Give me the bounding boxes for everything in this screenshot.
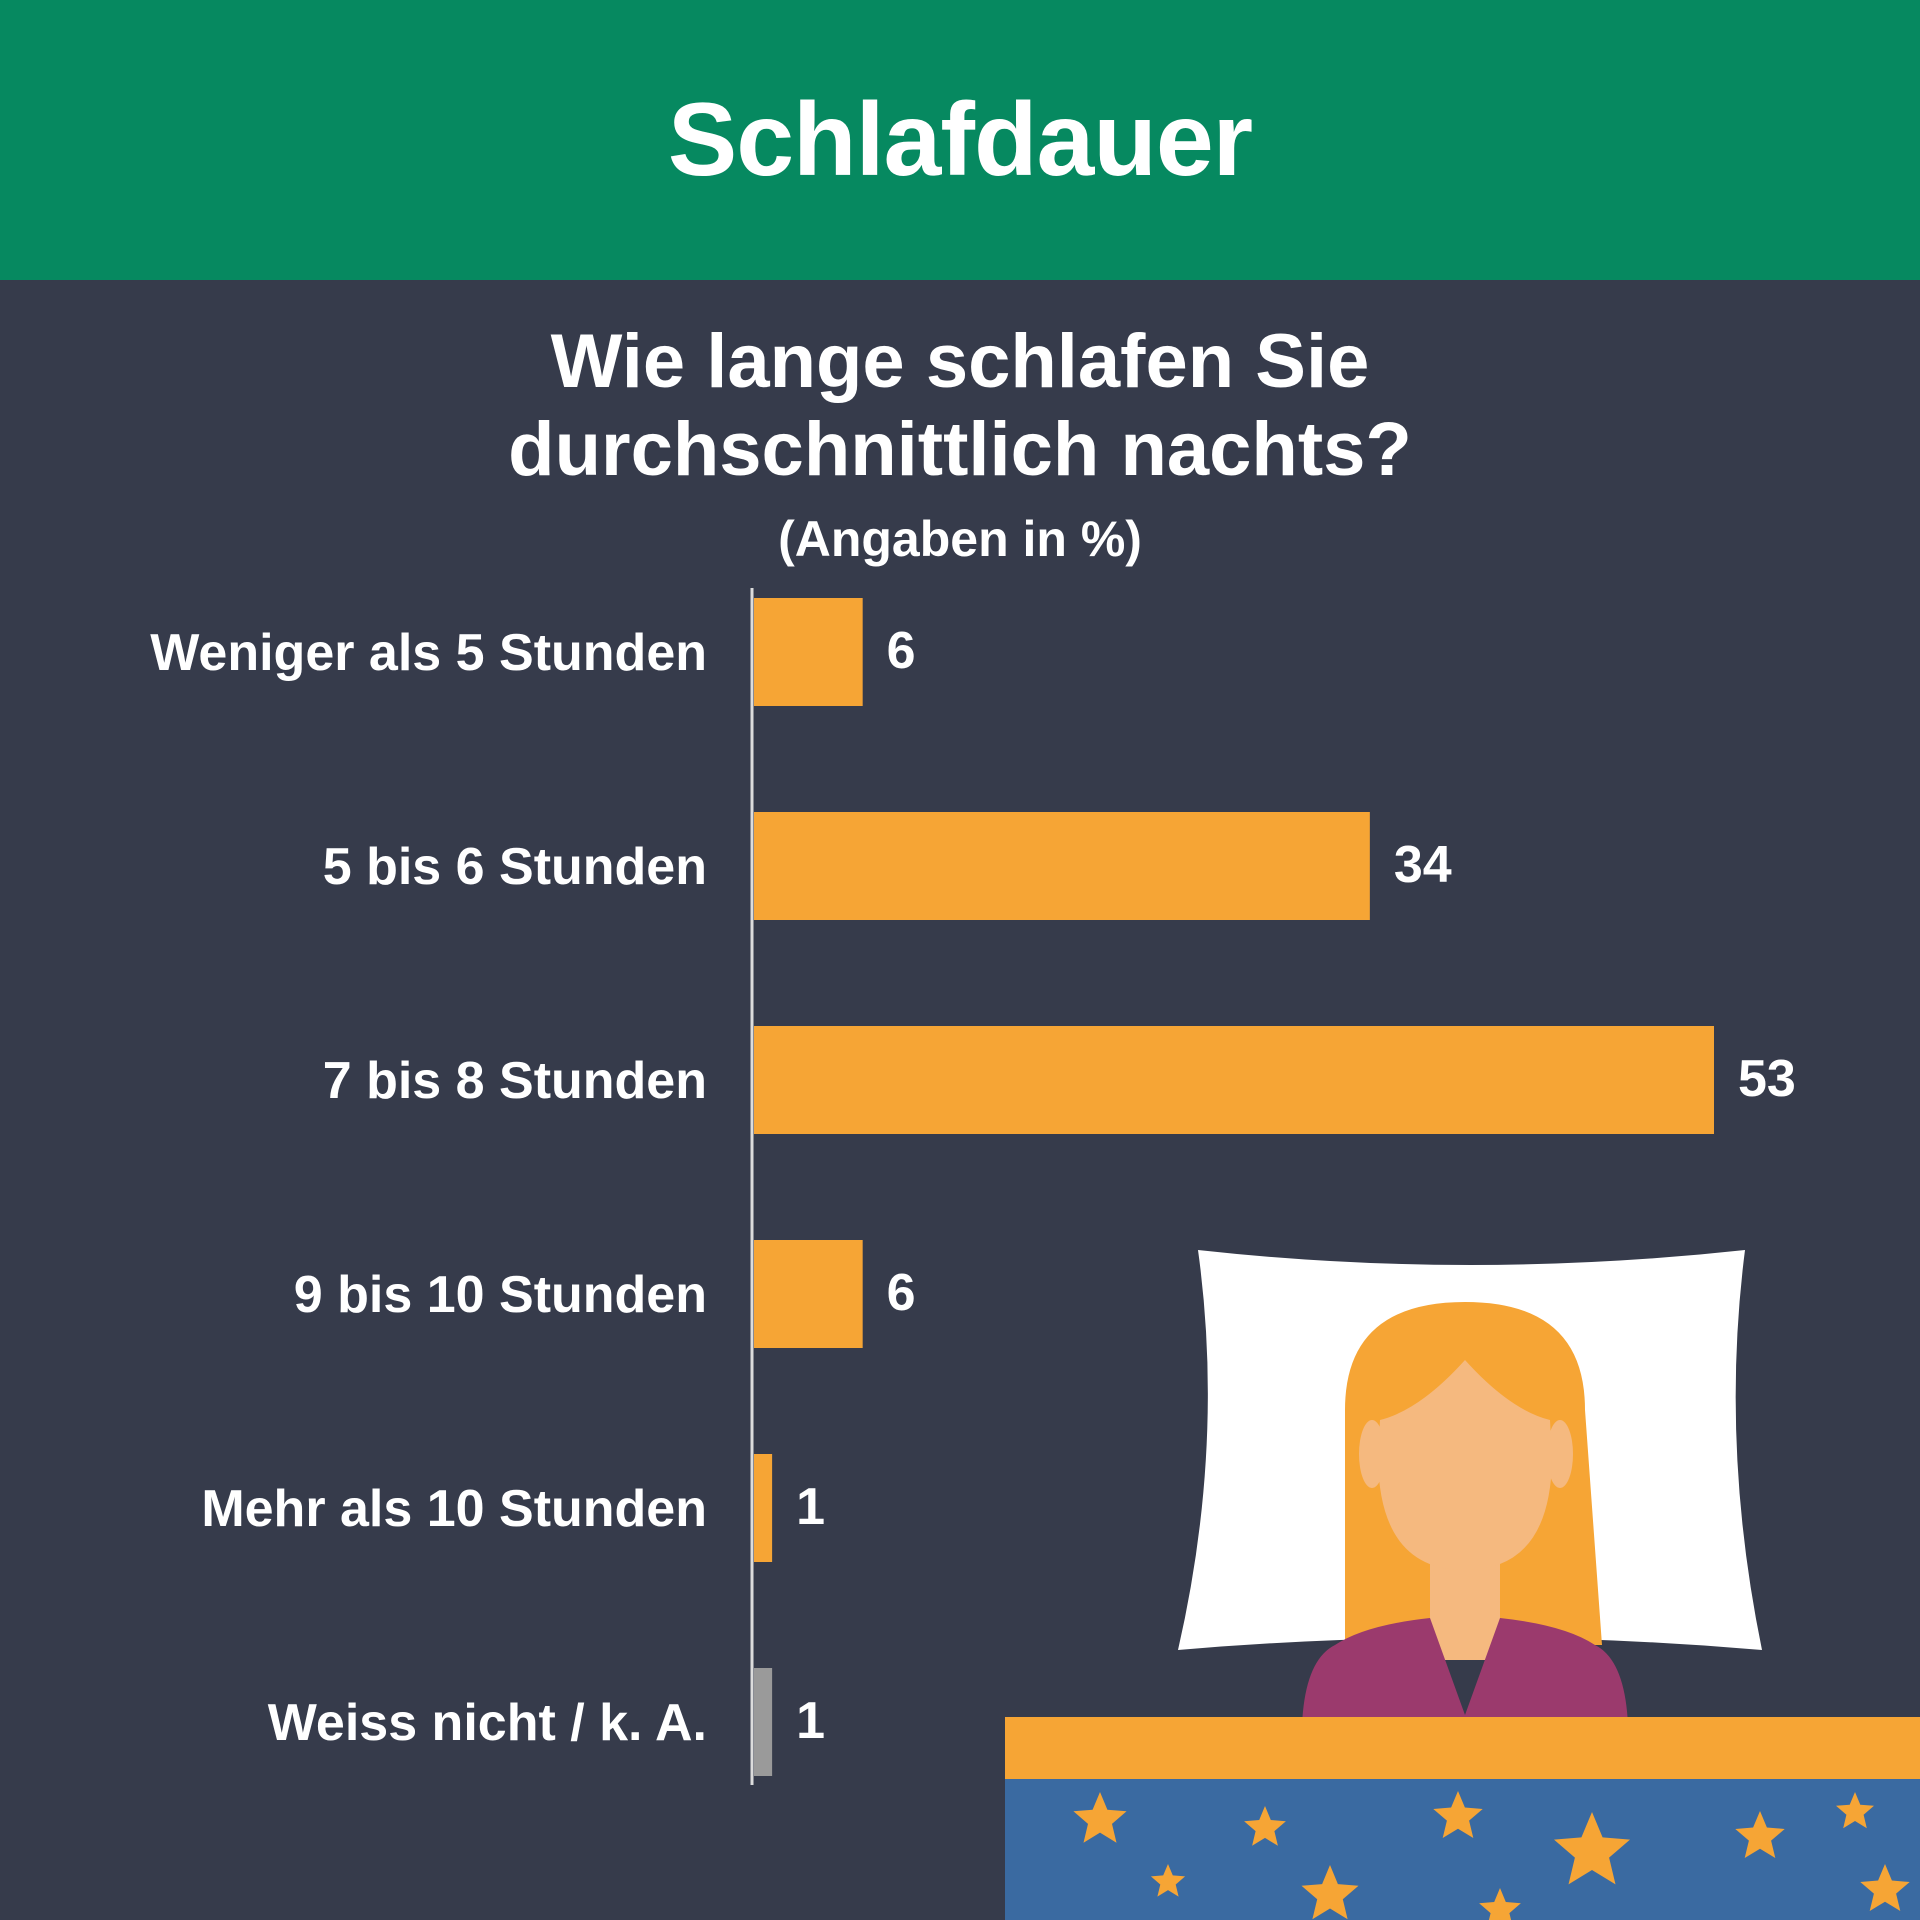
category-labels: Weniger als 5 Stunden 5 bis 6 Stunden 7 bi… bbox=[150, 624, 707, 1752]
chart-title-line-2: durchschnittlich nachts? bbox=[508, 407, 1412, 492]
category-label-3: 7 bis 8 Stunden bbox=[323, 1052, 707, 1110]
bar-4 bbox=[754, 1240, 863, 1348]
star-icon bbox=[1479, 1888, 1521, 1920]
category-label-1: Weniger als 5 Stunden bbox=[150, 624, 707, 682]
sleeping-woman-illustration bbox=[1005, 1250, 1920, 1920]
star-icon bbox=[1735, 1811, 1785, 1858]
blanket bbox=[1005, 1779, 1920, 1920]
bar-5 bbox=[754, 1454, 773, 1562]
chart-title-line-1: Wie lange schlafen Sie bbox=[550, 319, 1370, 404]
star-icon bbox=[1433, 1791, 1483, 1838]
header-bar: Schlafdauer bbox=[0, 0, 1920, 280]
bar-1 bbox=[754, 598, 863, 706]
value-label-2: 34 bbox=[1394, 836, 1452, 894]
star-icon bbox=[1860, 1864, 1910, 1911]
star-icon bbox=[1073, 1792, 1127, 1843]
blanket-stars bbox=[1073, 1791, 1910, 1920]
category-label-6: Weiss nicht / k. A. bbox=[268, 1694, 707, 1752]
value-label-1: 6 bbox=[887, 622, 916, 680]
star-icon bbox=[1244, 1806, 1286, 1846]
chart-subtitle: (Angaben in %) bbox=[778, 511, 1142, 567]
bar-3 bbox=[754, 1026, 1714, 1134]
value-label-5: 1 bbox=[796, 1478, 825, 1536]
category-label-5: Mehr als 10 Stunden bbox=[201, 1480, 707, 1538]
chart-title: Wie lange schlafen Sie durchschnittlich … bbox=[0, 318, 1920, 494]
right-ear bbox=[1547, 1420, 1573, 1488]
star-icon bbox=[1836, 1792, 1874, 1829]
star-icon bbox=[1554, 1812, 1630, 1885]
bars-layer bbox=[754, 598, 1714, 1776]
bar-2 bbox=[754, 812, 1370, 920]
face bbox=[1378, 1360, 1552, 1570]
value-label-6: 1 bbox=[796, 1692, 825, 1750]
pajamas bbox=[1302, 1618, 1628, 1725]
bar-6 bbox=[754, 1668, 773, 1776]
value-label-3: 53 bbox=[1738, 1050, 1796, 1108]
star-icon bbox=[1301, 1865, 1359, 1920]
category-label-4: 9 bis 10 Stunden bbox=[294, 1266, 707, 1324]
page-title: Schlafdauer bbox=[667, 81, 1253, 198]
star-icon bbox=[1150, 1864, 1186, 1897]
value-label-4: 6 bbox=[887, 1264, 916, 1322]
blanket-edge bbox=[1005, 1717, 1920, 1779]
category-label-2: 5 bis 6 Stunden bbox=[323, 838, 707, 896]
value-labels: 6 34 53 6 1 1 bbox=[796, 622, 1796, 1750]
